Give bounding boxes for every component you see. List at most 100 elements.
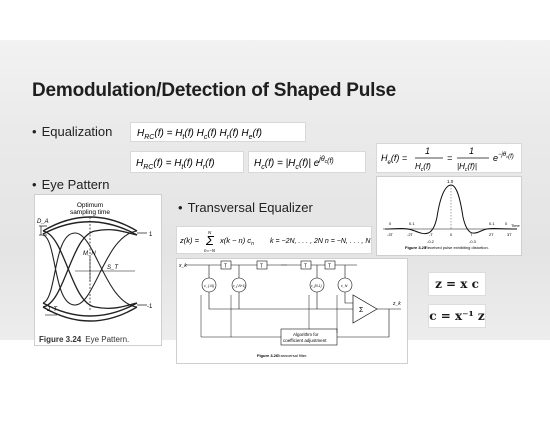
bullet-transversal-label: Transversal Equalizer bbox=[187, 200, 313, 215]
algorithm-line-1: Algorithm for bbox=[293, 332, 319, 337]
eye-trace-3 bbox=[42, 306, 138, 322]
eye-label-st: S_T bbox=[107, 265, 119, 271]
svg-text:|Hc(f)|: |Hc(f)| bbox=[457, 162, 477, 172]
equation-hrc-short: HRC(f) = Ht(f) Hr(f) bbox=[130, 151, 244, 173]
sum-amplifier bbox=[352, 294, 378, 324]
bullet-dot: • bbox=[32, 124, 37, 139]
filter-caption-num: Figure 3.26 bbox=[257, 353, 279, 358]
svg-text:n=−N: n=−N bbox=[204, 248, 216, 253]
delay-block bbox=[300, 260, 312, 270]
pulse-sample: -0.3 bbox=[469, 239, 477, 244]
transversal-filter-figure: x_k T T T T ⋯ c_{-N} c_{-N+1} bbox=[176, 258, 408, 364]
filter-taps: c_{-N} c_{-N+1} c_{N-1} c_N bbox=[201, 265, 353, 293]
equation-z-xc: z = x c bbox=[428, 272, 486, 296]
pulse-sample-labels: 0 0.1 -0.2 -0.3 0.1 0 bbox=[389, 221, 508, 244]
pulse-peak-label: 1.0 bbox=[447, 179, 454, 184]
delay-block-label: T bbox=[304, 264, 307, 270]
tap-sum-bus-1 bbox=[208, 292, 353, 310]
delay-block bbox=[324, 260, 336, 270]
svg-text:Σ: Σ bbox=[205, 233, 215, 248]
eye-caption: Figure 3.24 Eye Pattern. bbox=[39, 335, 129, 344]
pulse-sample: 0.1 bbox=[409, 221, 415, 226]
equation-hrc-short-graphic: HRC(f) = Ht(f) Hr(f) bbox=[136, 158, 215, 171]
filter-output-label: z_k bbox=[392, 301, 401, 307]
pulse-tick: 0 bbox=[450, 232, 453, 237]
pulse-sample: 0 bbox=[505, 221, 508, 226]
filter-input-label: x_k bbox=[178, 263, 187, 269]
eye-label-da: D_A bbox=[37, 219, 49, 225]
pulse-sample: 0.1 bbox=[489, 221, 495, 226]
pulse-tick: 3T bbox=[507, 232, 512, 237]
equation-hc-polar: Hc(f) = |Hc(f)| ejθc(f) bbox=[248, 151, 366, 173]
equation-c-inv: c = x⁻¹ z bbox=[428, 304, 486, 328]
bullet-eye-pattern: • Eye Pattern bbox=[32, 177, 110, 192]
svg-text:HRC(f) = Ht(f) Hr(f): HRC(f) = Ht(f) Hr(f) bbox=[136, 158, 215, 171]
svg-text:1: 1 bbox=[425, 146, 430, 156]
tap-label: c_{N-1} bbox=[311, 284, 323, 288]
equation-he-inverse: He(f) = 1 Hc(f) = 1 |Hc(f)| e−jθc(f) bbox=[376, 143, 522, 173]
algorithm-line-2: coefficient adjustment bbox=[283, 338, 327, 343]
delay-block-label: T bbox=[260, 264, 263, 270]
pulse-axis-label: Time bbox=[511, 223, 521, 228]
pulse-tick: 2T bbox=[489, 232, 494, 237]
svg-text:1: 1 bbox=[469, 146, 474, 156]
sum-label: Σ bbox=[359, 307, 364, 314]
eye-trace-7 bbox=[42, 230, 138, 306]
coef-adjust-line bbox=[200, 295, 281, 338]
bullet-equalization: • Equalization bbox=[32, 124, 112, 139]
pulse-tick: -3T bbox=[387, 232, 394, 237]
equation-he-inverse-graphic: He(f) = 1 Hc(f) = 1 |Hc(f)| e−jθc(f) bbox=[381, 146, 514, 172]
svg-text:He(f) =: He(f) = bbox=[381, 153, 407, 166]
eye-label-minus-one: -1 bbox=[147, 304, 153, 310]
delay-block-label: T bbox=[328, 264, 331, 270]
pulse-tick: -T bbox=[429, 232, 433, 237]
tap-sum-bus-4 bbox=[344, 292, 353, 304]
eye-caption-num: Figure 3.24 bbox=[39, 335, 82, 344]
svg-text:Hc(f) = |Hc(f)| ejθc(f): Hc(f) = |Hc(f)| ejθc(f) bbox=[254, 156, 334, 171]
eye-caption-text: Eye Pattern. bbox=[85, 335, 130, 344]
eye-trace-8 bbox=[42, 232, 138, 308]
svg-text:k = −2N, . . . , 2N n = −N,: k = −2N, . . . , 2N n = −N, . . . , N bbox=[270, 238, 371, 245]
eye-pattern-figure: Optimum sampling time D_A 1 -1 M_N S_T bbox=[34, 194, 162, 346]
bullet-equalization-label: Equalization bbox=[41, 124, 113, 139]
equation-hc-polar-graphic: Hc(f) = |Hc(f)| ejθc(f) bbox=[254, 156, 334, 171]
feedback-line bbox=[337, 309, 390, 338]
bullet-eye-pattern-label: Eye Pattern bbox=[41, 177, 110, 192]
delay-block bbox=[256, 260, 268, 270]
pulse-graphic: 1.0 Time -3T -2T -T 0 T 2T 3T 0 0.1 -0.2… bbox=[383, 179, 521, 250]
transversal-filter-graphic: x_k T T T T ⋯ c_{-N} c_{-N+1} bbox=[178, 260, 401, 358]
eye-label-optimum: Optimum bbox=[77, 202, 103, 209]
bullet-transversal: • Transversal Equalizer bbox=[178, 200, 313, 215]
equation-zk-sum-graphic: z(k) = Σ N n=−N x(k − n) cn k = −2N, . .… bbox=[180, 230, 371, 253]
eye-trace-4 bbox=[42, 302, 138, 317]
tap-label: c_{-N} bbox=[204, 284, 215, 288]
pulse-caption-num: Figure 3.25 bbox=[405, 245, 427, 250]
eye-label-sampling: sampling time bbox=[70, 209, 110, 216]
pulse-sample: 0 bbox=[389, 221, 392, 226]
bullet-dot: • bbox=[32, 177, 37, 192]
filter-delay-blocks: T T T T bbox=[220, 260, 336, 270]
eye-label-one: 1 bbox=[149, 232, 153, 238]
top-band bbox=[0, 0, 550, 40]
eye-trace-6 bbox=[42, 229, 138, 308]
equation-hrc-full: HRC(f) = Ht(f) Hc(f) Hr(f) He(f) bbox=[130, 122, 306, 142]
svg-text:z(k) =: z(k) = bbox=[180, 236, 200, 245]
filter-ellipsis: ⋯ bbox=[281, 263, 287, 269]
eye-pattern-graphic: Optimum sampling time D_A 1 -1 M_N S_T bbox=[37, 202, 153, 322]
delay-block-label: T bbox=[224, 264, 227, 270]
pulse-figure: 1.0 Time -3T -2T -T 0 T 2T 3T 0 0.1 -0.2… bbox=[376, 176, 522, 256]
svg-text:e−jθc(f): e−jθc(f) bbox=[493, 152, 514, 163]
svg-text:=: = bbox=[447, 153, 452, 163]
pulse-sample: -0.2 bbox=[427, 239, 435, 244]
equation-zk-sum: z(k) = Σ N n=−N x(k − n) cn k = −2N, . .… bbox=[176, 226, 372, 254]
pulse-caption-text: Received pulse exhibiting distortion. bbox=[425, 245, 489, 250]
svg-text:Hc(f): Hc(f) bbox=[415, 162, 431, 172]
eye-label-mn: M_N bbox=[83, 251, 96, 257]
pulse-tick: -2T bbox=[407, 232, 414, 237]
pulse-tick: T bbox=[470, 232, 473, 237]
eye-trace-1 bbox=[42, 216, 138, 232]
eye-label-jt: J_T bbox=[46, 307, 58, 313]
slide-title: Demodulation/Detection of Shaped Pulse bbox=[32, 80, 396, 101]
eye-trace-2 bbox=[42, 221, 138, 236]
